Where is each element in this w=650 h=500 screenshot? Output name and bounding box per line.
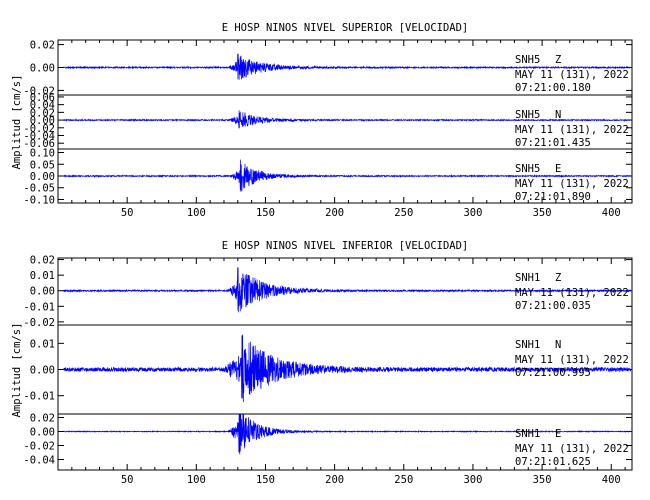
x-tick-label: 400 [602, 474, 621, 486]
waveform-trace [63, 110, 631, 129]
y-tick-label: 0.00 [30, 63, 55, 75]
y-tick-label: 0.10 [30, 148, 55, 160]
time-label: 07:21:00.180 [515, 82, 591, 94]
y-tick-label: 0.00 [30, 171, 55, 183]
y-axis-label: Amplitud [cm/s] [11, 75, 23, 170]
waveform-trace [63, 53, 631, 80]
waveform-trace [63, 267, 631, 313]
y-tick-label: -0.06 [23, 138, 55, 150]
channel-panel: 0.01 0.00 -0.01 SNH1 N MAY 11 (131), 202207:2… [23, 324, 633, 415]
x-tick-label: 200 [325, 207, 344, 219]
x-tick-label: 100 [187, 207, 206, 219]
y-tick-label: -0.10 [23, 194, 55, 206]
station-label: SNH1 [515, 428, 540, 440]
channel-panel: 0.100.050.00-0.05-0.10 SNH5 E MAY 11 (131),… [23, 148, 633, 206]
y-tick-label: -0.05 [23, 183, 55, 195]
date-label: MAY 11 (131), 2022 [515, 69, 629, 81]
lower-level-section: E HOSP NINOS NIVEL INFERIOR [VELOCIDAD] A… [11, 240, 633, 486]
y-tick-label: -0.02 [23, 123, 55, 135]
date-label: MAY 11 (131), 2022 [515, 178, 629, 190]
x-tick-label: 250 [394, 207, 413, 219]
component-label: N [555, 109, 561, 121]
y-tick-label: -0.04 [23, 131, 55, 143]
y-tick-label: 0.02 [30, 255, 55, 267]
waveform-trace [63, 413, 631, 455]
x-tick-label: 150 [256, 474, 275, 486]
y-tick-label: -0.01 [23, 301, 55, 313]
y-tick-label: -0.04 [23, 455, 55, 467]
date-label: MAY 11 (131), 2022 [515, 354, 629, 366]
x-tick-label: 50 [121, 474, 134, 486]
time-label: 07:21:00.995 [515, 367, 591, 379]
y-tick-label: 0.00 [30, 365, 55, 377]
panel-frame [57, 413, 633, 471]
component-label: E [555, 428, 561, 440]
channel-panel: 0.02 0.00 -0.02 SNH5 Z MAY 11 (131), 202207:2… [23, 39, 633, 97]
time-label: 07:21:01.625 [515, 456, 591, 468]
date-label: MAY 11 (131), 2022 [515, 124, 629, 136]
channel-panel: 0.060.040.020.00-0.02-0.04-0.06 SNH5 N MAY … [23, 92, 633, 150]
y-tick-label: 0.01 [30, 270, 55, 282]
date-label: MAY 11 (131), 2022 [515, 287, 629, 299]
y-tick-label: 0.00 [30, 286, 55, 298]
y-tick-label: -0.02 [23, 317, 55, 329]
station-label: SNH5 [515, 109, 540, 121]
x-tick-label: 150 [256, 207, 275, 219]
y-tick-label: -0.01 [23, 391, 55, 403]
component-label: Z [555, 272, 561, 284]
time-label: 07:21:00.035 [515, 300, 591, 312]
y-tick-label: 0.00 [30, 115, 55, 127]
x-tick-label: 250 [394, 474, 413, 486]
time-label: 07:21:01.435 [515, 137, 591, 149]
y-tick-label: -0.02 [23, 441, 55, 453]
component-label: Z [555, 54, 561, 66]
y-tick-label: 0.01 [30, 338, 55, 350]
component-label: N [555, 339, 561, 351]
waveform-trace [63, 159, 631, 192]
y-tick-label: 0.04 [30, 100, 55, 112]
x-tick-label: 400 [602, 207, 621, 219]
x-tick-label: 350 [533, 474, 552, 486]
time-label: 07:21:01.890 [515, 191, 591, 203]
chart-title: E HOSP NINOS NIVEL SUPERIOR [VELOCIDAD] [222, 22, 469, 34]
y-tick-label: 0.06 [30, 92, 55, 104]
channel-panel: 0.02 0.01 0.00 -0.01 -0.02 SNH1 Z MAY 11 (131),… [23, 255, 633, 329]
date-label: MAY 11 (131), 2022 [515, 443, 629, 455]
chart-title: E HOSP NINOS NIVEL INFERIOR [VELOCIDAD] [222, 240, 469, 252]
y-tick-label: 0.00 [30, 427, 55, 439]
y-tick-label: 0.05 [30, 159, 55, 171]
y-tick-label: -0.02 [23, 85, 55, 97]
x-tick-label: 300 [463, 207, 482, 219]
x-tick-label: 100 [187, 474, 206, 486]
component-label: E [555, 163, 561, 175]
station-label: SNH5 [515, 54, 540, 66]
waveform-trace [63, 334, 631, 403]
station-label: SNH5 [515, 163, 540, 175]
y-tick-label: 0.02 [30, 107, 55, 119]
x-tick-label: 350 [533, 207, 552, 219]
channel-panel: 0.02 0.00 -0.02 -0.04 SNH1 E MAY 11 (131), 202… [23, 413, 633, 471]
y-axis-label: Amplitud [cm/s] [11, 323, 23, 418]
station-label: SNH1 [515, 339, 540, 351]
x-tick-label: 50 [121, 207, 134, 219]
y-tick-label: 0.02 [30, 413, 55, 425]
x-tick-label: 300 [463, 474, 482, 486]
x-tick-label: 200 [325, 474, 344, 486]
y-tick-label: 0.02 [30, 40, 55, 52]
station-label: SNH1 [515, 272, 540, 284]
upper-level-section: E HOSP NINOS NIVEL SUPERIOR [VELOCIDAD] A… [11, 22, 633, 219]
